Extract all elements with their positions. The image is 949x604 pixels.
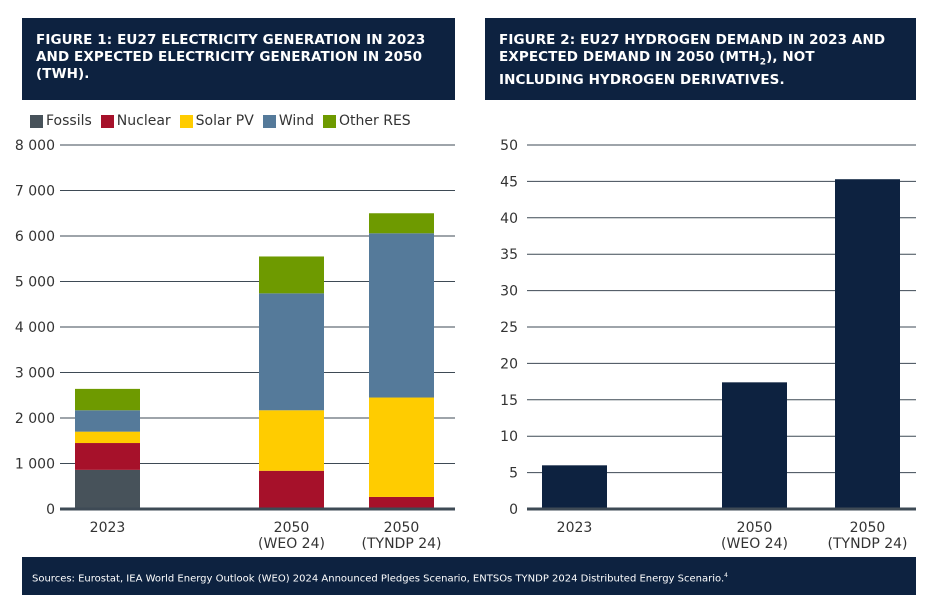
legend-item: Nuclear (100, 113, 171, 129)
figure-2-title-a: FIGURE 2: EU27 HYDROGEN DEMAND IN 2023 A… (499, 32, 886, 65)
bar (722, 382, 787, 509)
y-tick-label: 7 000 (15, 184, 55, 200)
bar-segment-solar-pv (259, 410, 324, 471)
bar (542, 465, 607, 509)
legend-swatch (323, 114, 337, 128)
legend-label: Solar PV (195, 113, 254, 129)
y-tick-label: 5 000 (15, 275, 55, 291)
legend-item: Wind (262, 113, 315, 129)
x-tick-label: (TYNDP 24) (828, 536, 908, 552)
y-tick-label: 6 000 (15, 229, 55, 245)
bar-segment-other-res (369, 213, 434, 234)
chart1-legend: Fossils Nuclear Solar PV Wind Other RES (30, 113, 411, 129)
figure-2-title-sub: 2 (759, 57, 767, 68)
legend-label: Nuclear (116, 113, 171, 129)
y-tick-label: 40 (500, 211, 518, 227)
y-tick-label: 50 (500, 138, 518, 154)
bar-segment-wind (369, 233, 434, 398)
y-tick-label: 45 (500, 174, 518, 190)
y-tick-label: 30 (500, 284, 518, 300)
x-tick-label: 2050 (384, 520, 420, 536)
bar-segment-solar-pv (369, 397, 434, 497)
footnote-marker: 4 (724, 572, 728, 579)
y-tick-label: 0 (46, 502, 55, 518)
y-tick-label: 20 (500, 356, 518, 372)
x-tick-label: 2050 (850, 520, 886, 536)
y-tick-label: 10 (500, 429, 518, 445)
legend-item: Fossils (30, 113, 92, 129)
y-tick-label: 1 000 (15, 457, 55, 473)
legend-label: Fossils (46, 113, 92, 129)
figure-2-title: FIGURE 2: EU27 HYDROGEN DEMAND IN 2023 A… (485, 18, 916, 100)
y-tick-label: 0 (509, 502, 518, 518)
figure-1-title: FIGURE 1: EU27 ELECTRICITY GENERATION IN… (22, 18, 455, 100)
legend-label: Wind (278, 113, 315, 129)
legend-swatch (30, 114, 43, 128)
legend-label: Other RES (339, 113, 411, 129)
bar-segment-other-res (75, 388, 140, 411)
sources-footer: Sources: Eurostat, IEA World Energy Outl… (22, 557, 916, 595)
sources-text: Sources: Eurostat, IEA World Energy Outl… (32, 573, 725, 585)
figure-2-title-b: ), NOT INCLUDING HYDROGEN DERIVATIVES. (499, 49, 815, 88)
bar-segment-nuclear (75, 443, 140, 470)
bar-segment-wind (75, 410, 140, 432)
x-tick-label: 2050 (274, 520, 310, 536)
bar-segment-fossils (75, 469, 140, 509)
bar-segment-other-res (259, 256, 324, 294)
legend-swatch (262, 114, 276, 128)
legend-swatch (100, 114, 114, 128)
x-tick-label: 2023 (90, 520, 126, 536)
bar-segment-nuclear (259, 470, 324, 509)
y-tick-label: 2 000 (15, 411, 55, 427)
y-tick-label: 8 000 (15, 138, 55, 154)
y-tick-label: 35 (500, 247, 518, 263)
bar (835, 179, 900, 509)
y-tick-label: 15 (500, 393, 518, 409)
x-tick-label: (WEO 24) (721, 536, 788, 552)
x-tick-label: (WEO 24) (258, 536, 325, 552)
y-tick-label: 25 (500, 320, 518, 336)
y-tick-label: 5 (509, 466, 518, 482)
legend-item: Other RES (323, 113, 411, 129)
legend-item: Solar PV (179, 113, 254, 129)
bar-segment-solar-pv (75, 431, 140, 444)
x-tick-label: 2050 (737, 520, 773, 536)
x-tick-label: (TYNDP 24) (362, 536, 442, 552)
legend-swatch (179, 114, 193, 128)
bar-segment-nuclear (369, 496, 434, 509)
y-tick-label: 4 000 (15, 320, 55, 336)
y-tick-label: 3 000 (15, 366, 55, 382)
x-tick-label: 2023 (557, 520, 593, 536)
bar-segment-wind (259, 293, 324, 411)
